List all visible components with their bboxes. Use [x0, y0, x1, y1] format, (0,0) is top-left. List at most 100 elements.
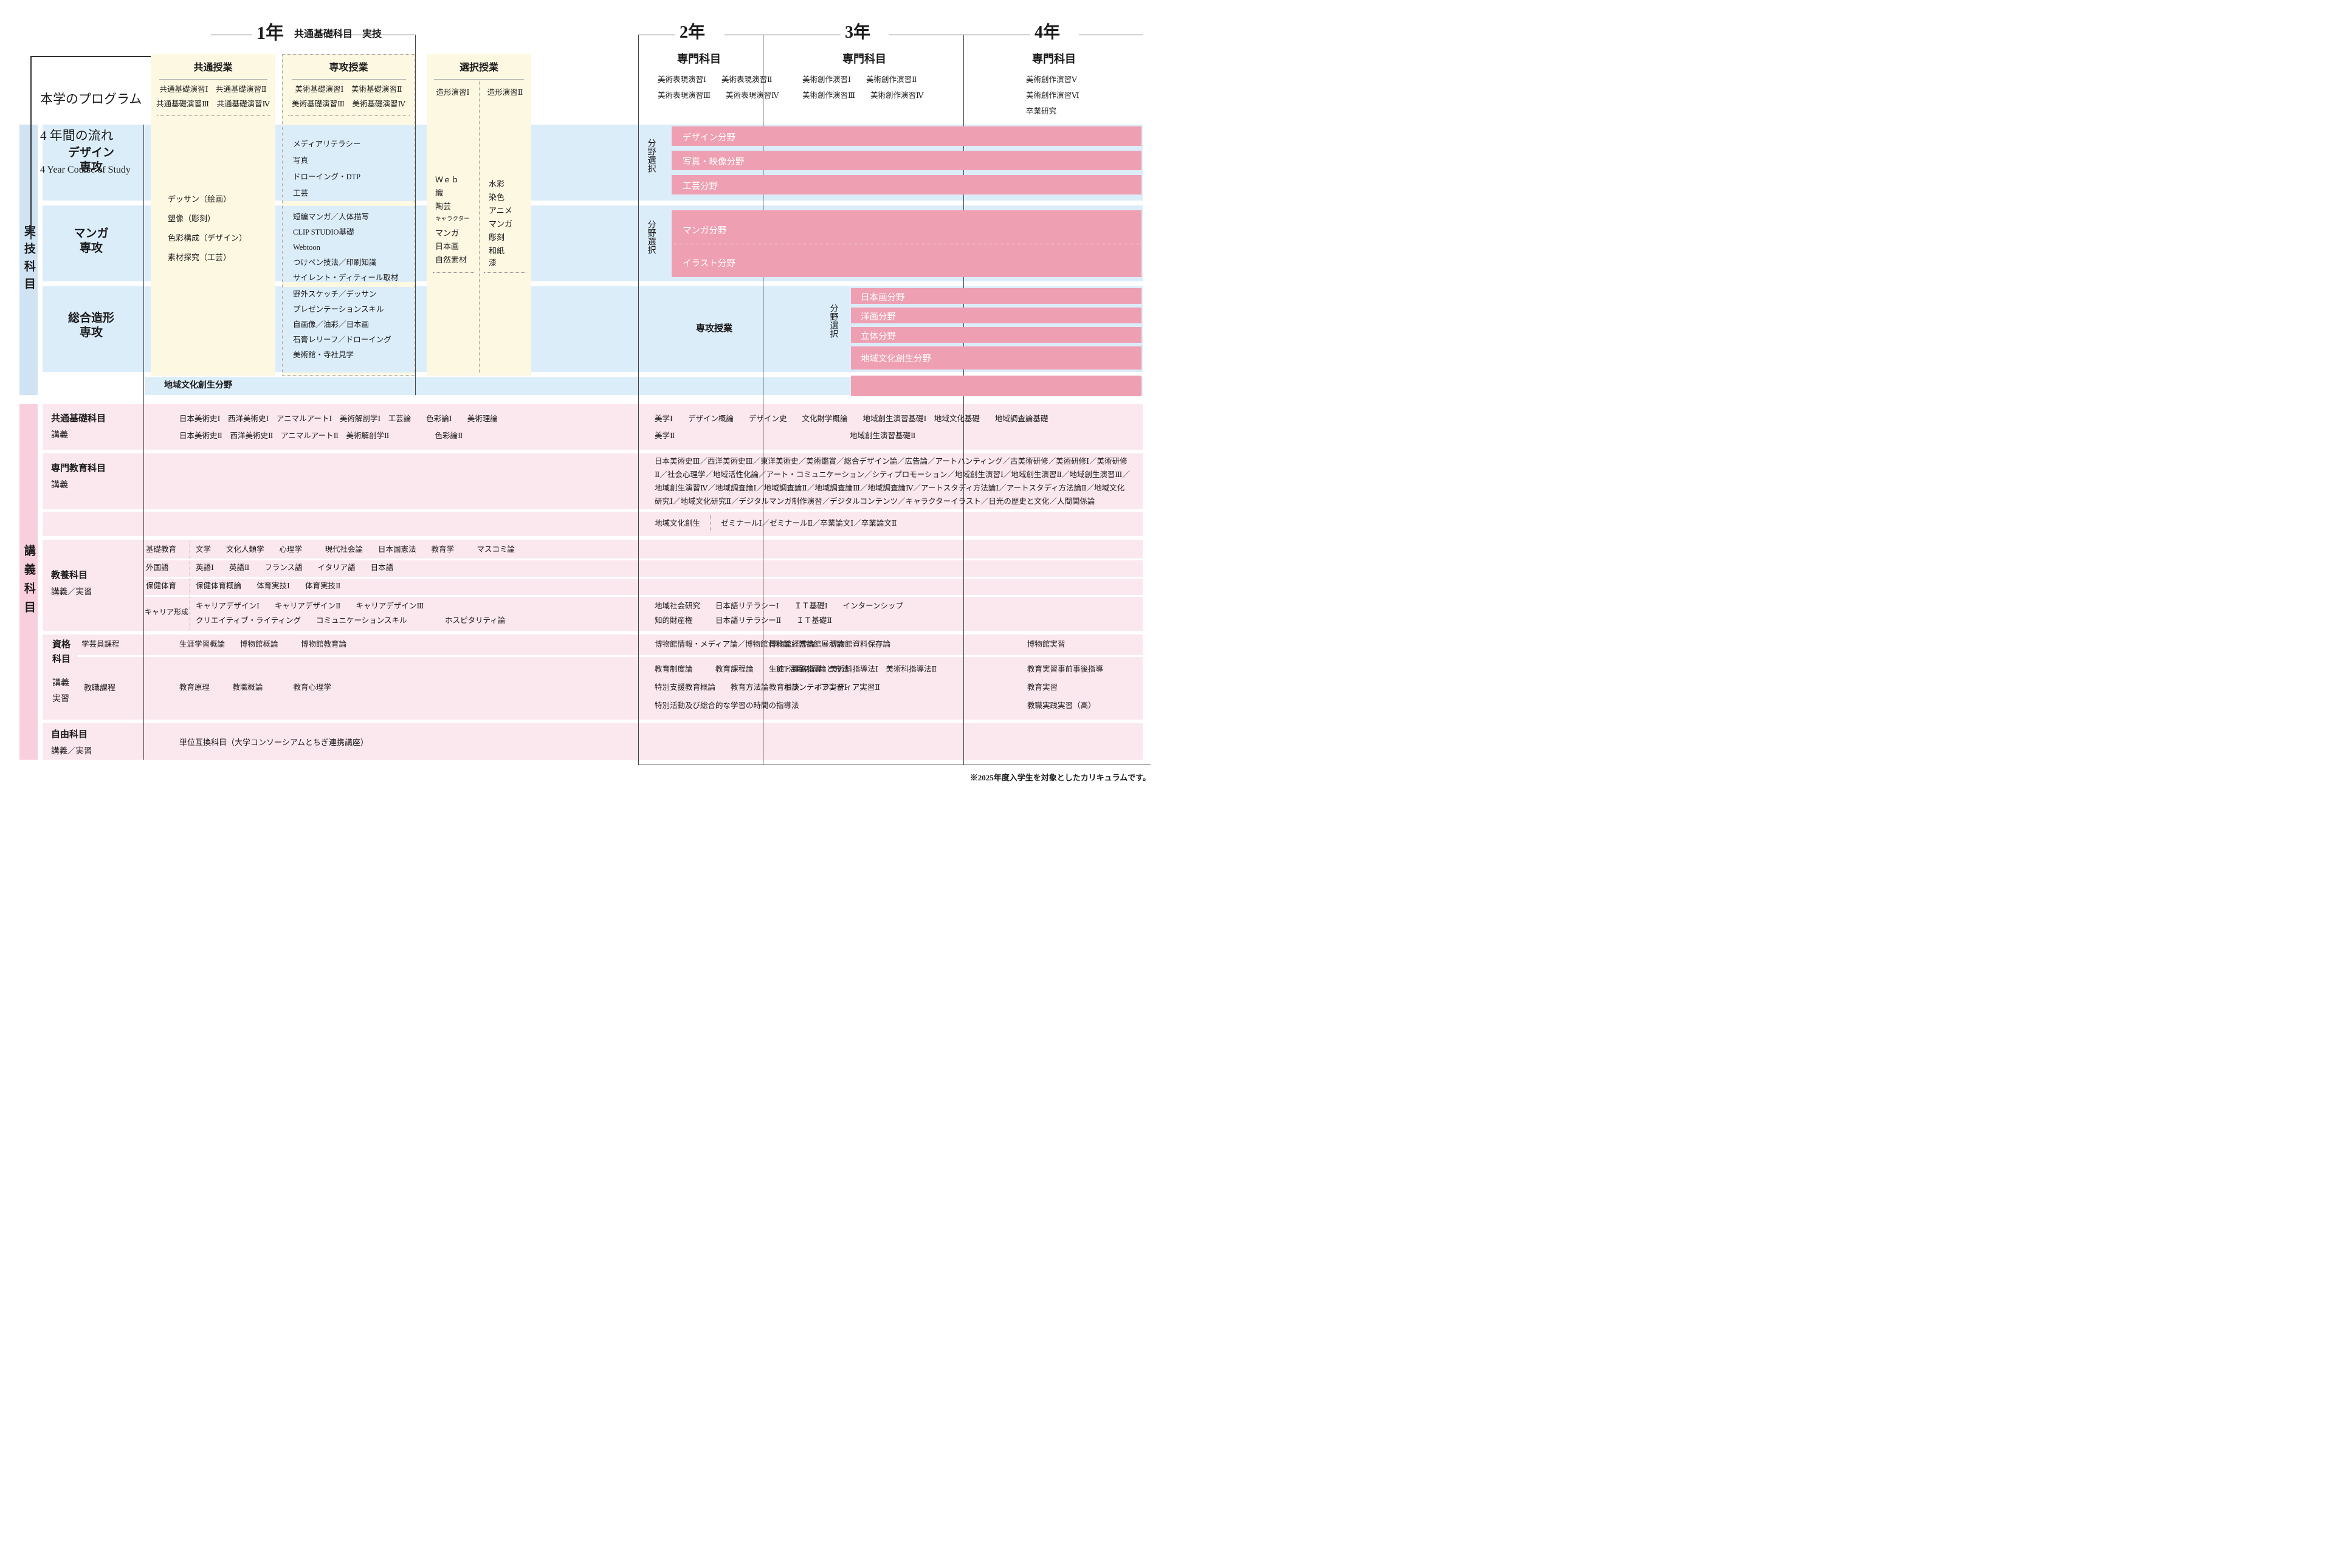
lecture-sidebar-label: 講義科目 — [22, 544, 35, 620]
elective1-item-1: Ｗｅｂ — [435, 175, 460, 184]
gakugei-y4: 博物館実習 — [1027, 640, 1065, 648]
field-bar-nihonga-label: 日本画分野 — [861, 293, 905, 303]
major-class-header: 専攻授業 — [329, 63, 368, 73]
field-bar-design-label: デザイン分野 — [683, 133, 735, 143]
field-bar-design: デザイン分野 — [672, 126, 1141, 146]
manga-course-5: サイレント・ディティール取材 — [293, 273, 399, 282]
elective2-item-6: 和紙 — [489, 246, 505, 255]
kyoyo-row — [43, 540, 1143, 631]
kyoyo-gap-3 — [145, 595, 1143, 597]
y2-sub: 専門科目 — [677, 53, 721, 65]
field-bar-manga-block: マンガ分野 イラスト分野 — [672, 210, 1141, 277]
design-major-line1: デザイン — [67, 146, 114, 159]
kyoyo-gap-1 — [145, 559, 1143, 560]
elective-class-header: 選択授業 — [459, 63, 498, 73]
shared-course-4: 素材探究（工芸） — [168, 253, 232, 262]
shared-course-3: 色彩構成（デザイン） — [168, 233, 247, 242]
kiso-row — [43, 404, 1143, 450]
elective1-item-2: 織 — [435, 188, 444, 198]
jiyuu-row — [43, 723, 1143, 760]
kyoshoku-y2-line3: 特別活動及び総合的な学習の時間の指導法 — [655, 701, 799, 710]
design-major-label: デザイン 専攻 — [43, 146, 140, 175]
shared-course-2: 塑像（彫刻） — [168, 214, 216, 223]
kiso-left-line1: 日本美術史Ⅰ 西洋美術史Ⅰ アニマルアートⅠ 美術解剖学Ⅰ 工芸論 色彩論Ⅰ 美… — [179, 414, 498, 423]
field-bar-youga-label: 洋画分野 — [861, 312, 896, 322]
manga-course-1: 短編マンガ／人体描写 — [293, 213, 370, 221]
manga-course-2: CLIP STUDIO基礎 — [293, 228, 354, 236]
senmon-label: 専門教育科目 — [51, 464, 106, 473]
design-course-3: ドローイング・DTP — [293, 173, 361, 181]
gakugei-y2: 博物館情報・メディア論／博物館資料論／博物館展示論 — [655, 640, 844, 648]
kyoshoku-y3-line1: 生徒・進路指導 美術科指導法Ⅰ 美術科指導法Ⅱ — [769, 665, 937, 673]
major-class-box — [282, 54, 415, 376]
gakugei-label: 学芸員課程 — [81, 640, 120, 648]
common-course-line1: 共通基礎演習Ⅰ 共通基礎演習Ⅱ — [159, 85, 267, 94]
elective2-item-2: 染色 — [489, 193, 505, 202]
kyoyo-sub: 講義／実習 — [51, 587, 92, 596]
sougou-senkou-label: 専攻授業 — [696, 324, 733, 334]
elective-col2-header: 造形演習Ⅱ — [487, 88, 523, 97]
kiso-left-line2: 日本美術史Ⅱ 西洋美術史Ⅱ アニマルアートⅡ 美術解剖学Ⅱ 色彩論Ⅱ — [179, 432, 463, 440]
kyoshoku-label: 教職課程 — [84, 683, 116, 692]
common-class-box — [151, 54, 275, 376]
field-bar-illust-label: イラスト分野 — [683, 259, 735, 269]
shikaku-gap — [78, 655, 1143, 657]
elective-col1-header: 造形演習Ⅰ — [436, 88, 470, 97]
kyoyo-courses-2: 英語Ⅰ 英語Ⅱ フランス語 イタリア語 日本語 — [196, 563, 394, 572]
gakugei-y3: 博物館経営論 博物館資料保存論 — [769, 640, 891, 648]
elective1-dotted — [433, 272, 474, 273]
senmon-sub-divider — [710, 515, 711, 532]
senmon-sub-label: 地域文化創生 — [655, 519, 701, 528]
y4-label: 4年 — [1034, 23, 1061, 42]
field-bar-photo-label: 写真・映像分野 — [683, 157, 745, 167]
intro-title-line1: 本学のプログラム — [40, 92, 142, 106]
kiso-right-line2: 美学Ⅱ 地域創生演習基礎Ⅱ — [655, 432, 916, 440]
design-course-2: 写真 — [293, 156, 309, 165]
common-course-line2: 共通基礎演習Ⅲ 共通基礎演習Ⅳ — [156, 100, 270, 108]
y2-label: 2年 — [680, 23, 706, 42]
field-bar-youga: 洋画分野 — [851, 308, 1141, 323]
manga-major-label: マンガ 専攻 — [43, 227, 140, 256]
career-right-line1: 地域社会研究 日本語リテラシーⅠ ＩＴ基礎Ⅰ インターンシップ — [655, 602, 904, 610]
elective1-item-3: 陶芸 — [435, 202, 452, 211]
sougou-field-select: 分野選択 — [828, 304, 838, 338]
gakugei-y1: 生涯学習概論 博物館概論 博物館教育論 — [179, 640, 347, 648]
manga-major-line2: 専攻 — [79, 241, 103, 255]
shikaku-row — [43, 634, 1143, 720]
y3-sub: 専門科目 — [842, 53, 886, 65]
y3-label: 3年 — [845, 23, 871, 42]
footnote: ※2025年度入学生を対象としたカリキュラムです。 — [969, 773, 1151, 782]
elective2-item-4: マンガ — [489, 219, 513, 229]
kyoshoku-y4-line2: 教育実習 — [1027, 683, 1058, 692]
field-bar-craft-label: 工芸分野 — [683, 182, 718, 191]
kiso-label: 共通基礎科目 — [51, 414, 106, 424]
divider-year4 — [963, 35, 964, 765]
intro-title-line2: 4 年間の流れ — [40, 128, 114, 143]
sougou-course-2: プレゼンテーションスキル — [293, 305, 384, 314]
kyoyo-cat-3: 保健体育 — [146, 582, 177, 590]
common-header-rule — [159, 79, 267, 80]
field-bar-photo: 写真・映像分野 — [672, 151, 1141, 170]
sougou-major-label: 総合造形 専攻 — [43, 311, 140, 340]
elective2-dotted — [484, 272, 526, 273]
elective-divider — [479, 81, 480, 373]
field-bar-manga-label: マンガ分野 — [683, 226, 727, 236]
major-box-dotted — [288, 115, 410, 116]
sougou-course-5: 美術館・寺社見学 — [293, 351, 354, 359]
field-bar-craft: 工芸分野 — [672, 175, 1141, 194]
practical-sidebar: 実技科目 — [19, 125, 38, 395]
senmon-para-line2: Ⅱ／社会心理学／地域活性化論／アート・コミュニケーション／シティプロモーション／… — [655, 470, 1130, 479]
y2-course-line1: 美術表現演習Ⅰ 美術表現演習Ⅱ — [658, 75, 773, 84]
kyoshoku-y2-line1: 教育制度論 教育課程論 ICT活用の理論と方法 — [655, 665, 850, 673]
sougou-course-1: 野外スケッチ／デッサン — [293, 290, 377, 298]
y1-drop-line — [415, 35, 416, 395]
kyoyo-courses-1: 文学 文化人類学 心理学 現代社会論 日本国憲法 教育学 マスコミ論 — [196, 545, 515, 554]
label-divider — [143, 125, 144, 760]
kyoshoku-y1: 教育原理 教職概論 教育心理学 — [179, 683, 332, 692]
kyoyo-cat-1: 基礎教育 — [146, 545, 177, 554]
manga-course-4: つけペン技法／印刷知識 — [293, 258, 377, 267]
manga-major-line1: マンガ — [74, 227, 109, 240]
senmon-para-line4: 研究Ⅰ／地域文化研究Ⅱ／デジタルマンガ制作演習／デジタルコンテンツ／キャラクター… — [655, 497, 1095, 506]
major-box-sougou-band — [283, 287, 415, 373]
senmon-subrow — [43, 512, 1143, 536]
